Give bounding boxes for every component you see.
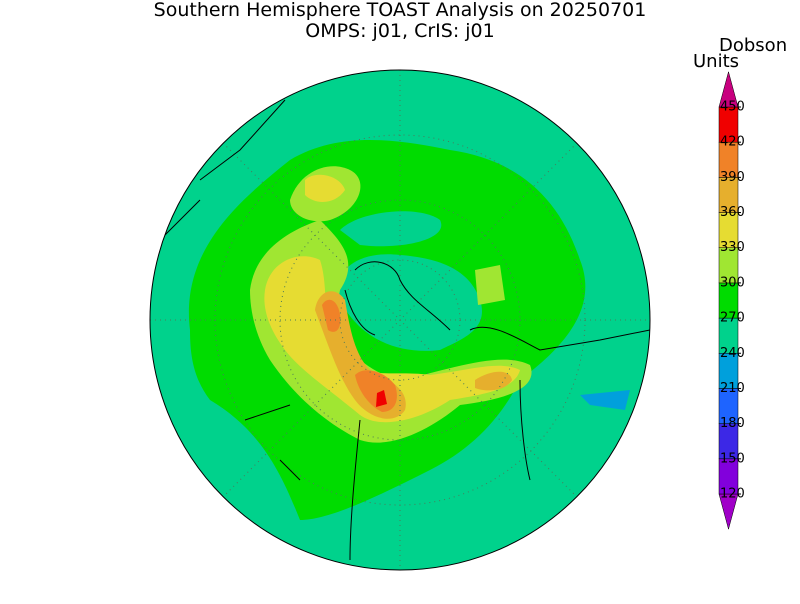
colorbar-label: Units	[693, 51, 739, 72]
colorbar-label: Dobson	[719, 35, 787, 56]
colorbar-tick-label: 300	[720, 275, 745, 290]
colorbar-tick-label: 420	[720, 135, 745, 150]
colorbar-tick-label: 240	[720, 346, 745, 361]
colorbar-tick-label: 450	[720, 100, 745, 115]
colorbar-tick-label: 150	[720, 451, 745, 466]
colorbar-tick-label: 180	[720, 416, 745, 431]
colorbar-tick-label: 330	[720, 240, 745, 255]
map	[150, 70, 650, 570]
colorbar-tick-label: 390	[720, 170, 745, 185]
title: Southern Hemisphere TOAST Analysis on 20…	[154, 0, 647, 21]
colorbar-tick-label: 210	[720, 381, 745, 396]
map-border	[149, 69, 651, 571]
colorbar-tick-label: 360	[720, 205, 745, 220]
colorbar: 120 150 180 210 240 270 300 330 360 390 420 450	[718, 70, 745, 531]
colorbar-extension	[718, 70, 739, 108]
colorbar-tick-label: 120	[720, 487, 745, 502]
subtitle: OMPS: j01, CrIS: j01	[305, 20, 494, 42]
colorbar-tick-label: 270	[720, 311, 745, 326]
